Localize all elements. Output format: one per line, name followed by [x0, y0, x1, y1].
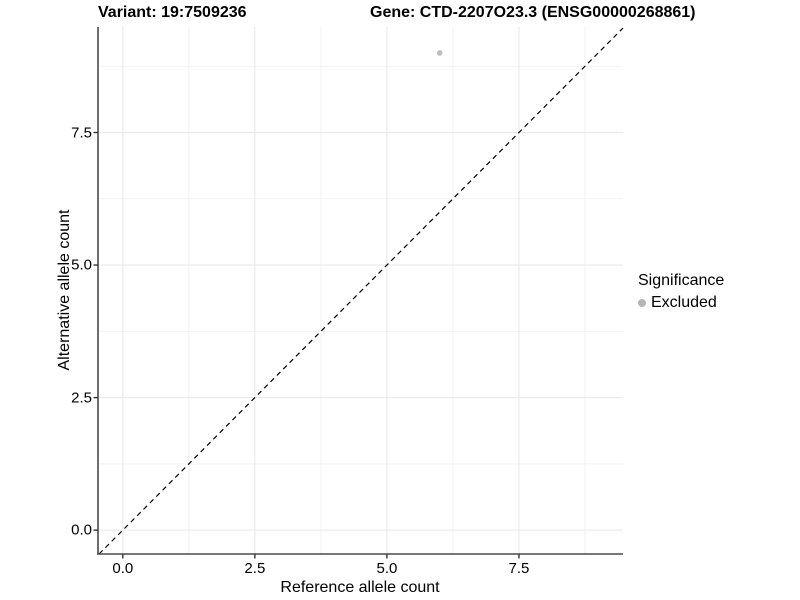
data-point: [436, 50, 443, 56]
variant-title: Variant: 19:7509236: [98, 4, 247, 21]
legend-title: Significance: [638, 272, 725, 289]
x-tick-label: 5.0: [376, 560, 398, 577]
gene-title: Gene: CTD-2207O23.3 (ENSG00000268861): [370, 4, 696, 21]
identity-dashed-line: [98, 27, 624, 555]
x-axis-title: Reference allele count: [280, 579, 440, 596]
y-tick-label: 0.0: [71, 521, 92, 539]
legend-item-label: Excluded: [651, 294, 717, 311]
excluded-point-icon: [638, 299, 646, 307]
legend-item-excluded: Excluded: [638, 294, 724, 312]
x-tick-label: 0.0: [112, 560, 134, 577]
y-axis-title: Alternative allele count: [56, 209, 73, 371]
legend: Significance Excluded: [638, 272, 724, 312]
x-tick-label: 2.5: [244, 560, 266, 577]
y-tick-label: 2.5: [71, 389, 92, 407]
x-tick-label: 7.5: [508, 560, 530, 577]
y-tick-label: 5.0: [71, 256, 92, 274]
y-tick-label: 7.5: [71, 124, 92, 141]
